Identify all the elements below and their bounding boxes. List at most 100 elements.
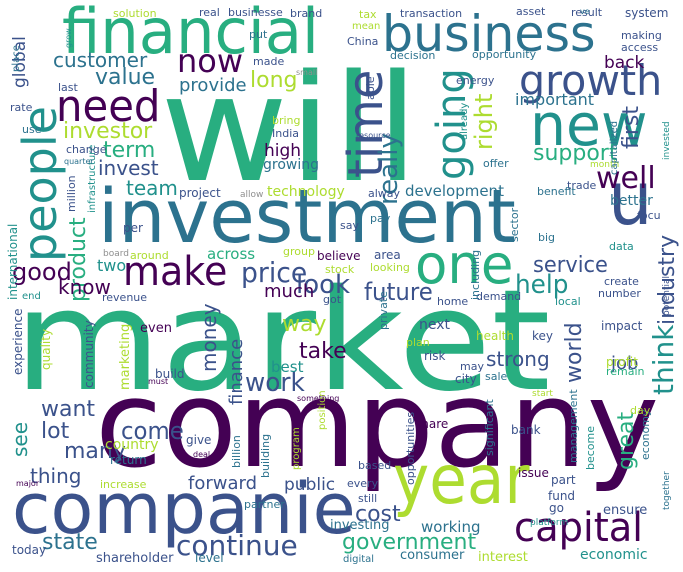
cloud-word: high bbox=[264, 141, 302, 161]
cloud-word: impact bbox=[601, 319, 643, 333]
cloud-word: capitalized bbox=[609, 120, 620, 175]
cloud-word: sector bbox=[508, 207, 521, 242]
cloud-word: way bbox=[282, 312, 327, 337]
cloud-word: tax bbox=[359, 8, 377, 21]
cloud-word: long bbox=[250, 68, 298, 93]
cloud-word: company bbox=[95, 356, 660, 495]
cloud-word: money bbox=[197, 303, 221, 372]
cloud-word: deal bbox=[193, 450, 211, 459]
cloud-word: future bbox=[364, 278, 433, 306]
cloud-word: decision bbox=[390, 49, 436, 62]
cloud-word: term bbox=[103, 138, 156, 163]
cloud-word: home bbox=[437, 295, 469, 308]
cloud-word: result bbox=[571, 6, 603, 19]
cloud-word: looking bbox=[370, 261, 410, 274]
cloud-word: interest bbox=[478, 550, 528, 565]
cloud-word: across bbox=[207, 245, 256, 263]
cloud-word: still bbox=[358, 492, 378, 505]
cloud-word: go bbox=[549, 501, 564, 515]
cloud-word: transaction bbox=[400, 7, 463, 20]
cloud-word: much bbox=[264, 281, 315, 302]
cloud-word: quality bbox=[39, 328, 53, 370]
cloud-word: experience bbox=[11, 308, 25, 375]
cloud-word: come bbox=[121, 417, 184, 445]
cloud-word: world bbox=[562, 322, 587, 383]
cloud-word: made bbox=[253, 55, 285, 68]
cloud-word: data bbox=[609, 240, 634, 253]
cloud-word: level bbox=[195, 551, 224, 565]
cloud-word: profit bbox=[606, 355, 638, 369]
cloud-word: support bbox=[533, 141, 618, 166]
cloud-word: shareholder bbox=[96, 551, 174, 566]
cloud-word: day bbox=[630, 404, 651, 417]
cloud-word: two bbox=[97, 256, 127, 275]
cloud-word: rate bbox=[10, 101, 33, 114]
cloud-word: solution bbox=[113, 7, 157, 20]
cloud-word: businesse bbox=[228, 6, 283, 19]
cloud-word: per bbox=[123, 221, 143, 235]
cloud-word: trade bbox=[567, 179, 597, 192]
cloud-word: plan bbox=[406, 336, 430, 349]
cloud-word: India bbox=[272, 127, 299, 140]
cloud-word: price bbox=[241, 256, 308, 289]
cloud-word: next bbox=[419, 317, 451, 333]
cloud-word: new bbox=[530, 91, 648, 159]
cloud-word: stock bbox=[325, 263, 355, 276]
cloud-word: right bbox=[470, 93, 498, 150]
cloud-word: risk bbox=[424, 349, 446, 363]
cloud-word: change bbox=[66, 143, 107, 156]
cloud-word: state bbox=[42, 530, 98, 555]
cloud-word: provide bbox=[179, 75, 247, 96]
cloud-word: start bbox=[532, 389, 553, 399]
cloud-word: investing bbox=[330, 518, 390, 533]
cloud-word: already bbox=[459, 102, 470, 140]
cloud-word: even bbox=[140, 321, 172, 336]
cloud-word: year bbox=[393, 441, 530, 520]
cloud-word: u bbox=[608, 156, 653, 242]
cloud-word: part bbox=[551, 473, 576, 487]
cloud-word: government bbox=[342, 530, 477, 555]
cloud-word: opportunity bbox=[472, 48, 537, 61]
cloud-word: million bbox=[65, 175, 78, 212]
cloud-word: investment bbox=[98, 174, 516, 260]
cloud-word: around bbox=[130, 249, 169, 262]
cloud-word: work bbox=[245, 368, 305, 398]
cloud-word: cost bbox=[355, 502, 401, 527]
cloud-word: end bbox=[22, 291, 41, 302]
cloud-word: invested bbox=[662, 121, 672, 160]
cloud-word: building bbox=[259, 433, 272, 478]
cloud-word: lot bbox=[41, 419, 70, 444]
cloud-word: alway bbox=[368, 187, 401, 200]
cloud-word: will bbox=[160, 43, 420, 215]
cloud-word: grow bbox=[64, 28, 73, 48]
cloud-word: focu bbox=[637, 209, 661, 222]
cloud-word: great bbox=[614, 411, 639, 470]
cloud-word: potential bbox=[662, 275, 672, 316]
cloud-word: big bbox=[538, 231, 556, 244]
cloud-word: China bbox=[347, 35, 379, 48]
cloud-word: program bbox=[291, 427, 302, 470]
cloud-word: platform bbox=[530, 518, 569, 528]
cloud-word: see bbox=[8, 421, 32, 457]
cloud-word: making bbox=[621, 29, 662, 42]
cloud-word: area bbox=[374, 248, 401, 262]
cloud-word: become bbox=[584, 425, 597, 470]
cloud-word: city bbox=[455, 372, 477, 386]
cloud-word: quarter bbox=[64, 157, 94, 166]
cloud-word: international bbox=[6, 223, 20, 300]
cloud-word: marketing bbox=[118, 323, 133, 390]
cloud-word: capital bbox=[514, 505, 643, 551]
cloud-word: bank bbox=[511, 423, 541, 437]
cloud-word: business bbox=[382, 5, 596, 63]
cloud-word: consumer bbox=[400, 548, 465, 563]
cloud-word: help bbox=[515, 270, 569, 300]
cloud-word: got bbox=[323, 293, 342, 306]
cloud-word: growth bbox=[519, 56, 663, 105]
cloud-word: better bbox=[610, 193, 653, 209]
cloud-word: invest bbox=[98, 156, 159, 180]
cloud-word: good bbox=[12, 258, 72, 286]
cloud-word: put bbox=[249, 28, 268, 41]
cloud-word: service bbox=[533, 253, 608, 278]
cloud-word: many bbox=[64, 439, 126, 464]
cloud-word: group bbox=[283, 245, 315, 258]
